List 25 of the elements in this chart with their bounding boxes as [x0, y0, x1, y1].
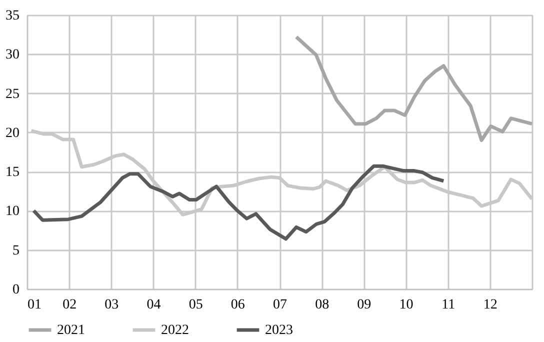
- x-tick-label: 09: [357, 298, 372, 312]
- x-tick-label: 08: [315, 298, 330, 312]
- y-tick-label: 35: [6, 8, 20, 24]
- legend-label: 2023: [265, 323, 293, 338]
- x-tick-label: 11: [442, 298, 456, 312]
- x-tick-label: 02: [62, 298, 77, 312]
- y-tick-label: 0: [12, 282, 20, 298]
- legend-label: 2022: [161, 323, 189, 338]
- x-tick-label: 01: [28, 298, 42, 312]
- x-tick-label: 12: [483, 298, 498, 312]
- y-tick-label: 10: [6, 204, 20, 220]
- y-tick-label: 15: [6, 165, 20, 180]
- x-tick-label: 03: [104, 298, 119, 312]
- line-series: [294, 35, 534, 142]
- x-tick-label: 04: [146, 298, 161, 312]
- x-tick-label: 05: [188, 298, 203, 312]
- line-series: [32, 164, 446, 241]
- x-tick-label: 07: [273, 298, 287, 312]
- y-tick-label: 5: [12, 243, 20, 258]
- x-tick-label: 06: [230, 298, 245, 312]
- x-tick-label: 10: [399, 298, 414, 312]
- y-tick-label: 30: [6, 48, 20, 63]
- y-tick-label: 25: [6, 86, 20, 102]
- legend-label: 2021: [57, 323, 85, 338]
- y-tick-label: 20: [6, 126, 20, 141]
